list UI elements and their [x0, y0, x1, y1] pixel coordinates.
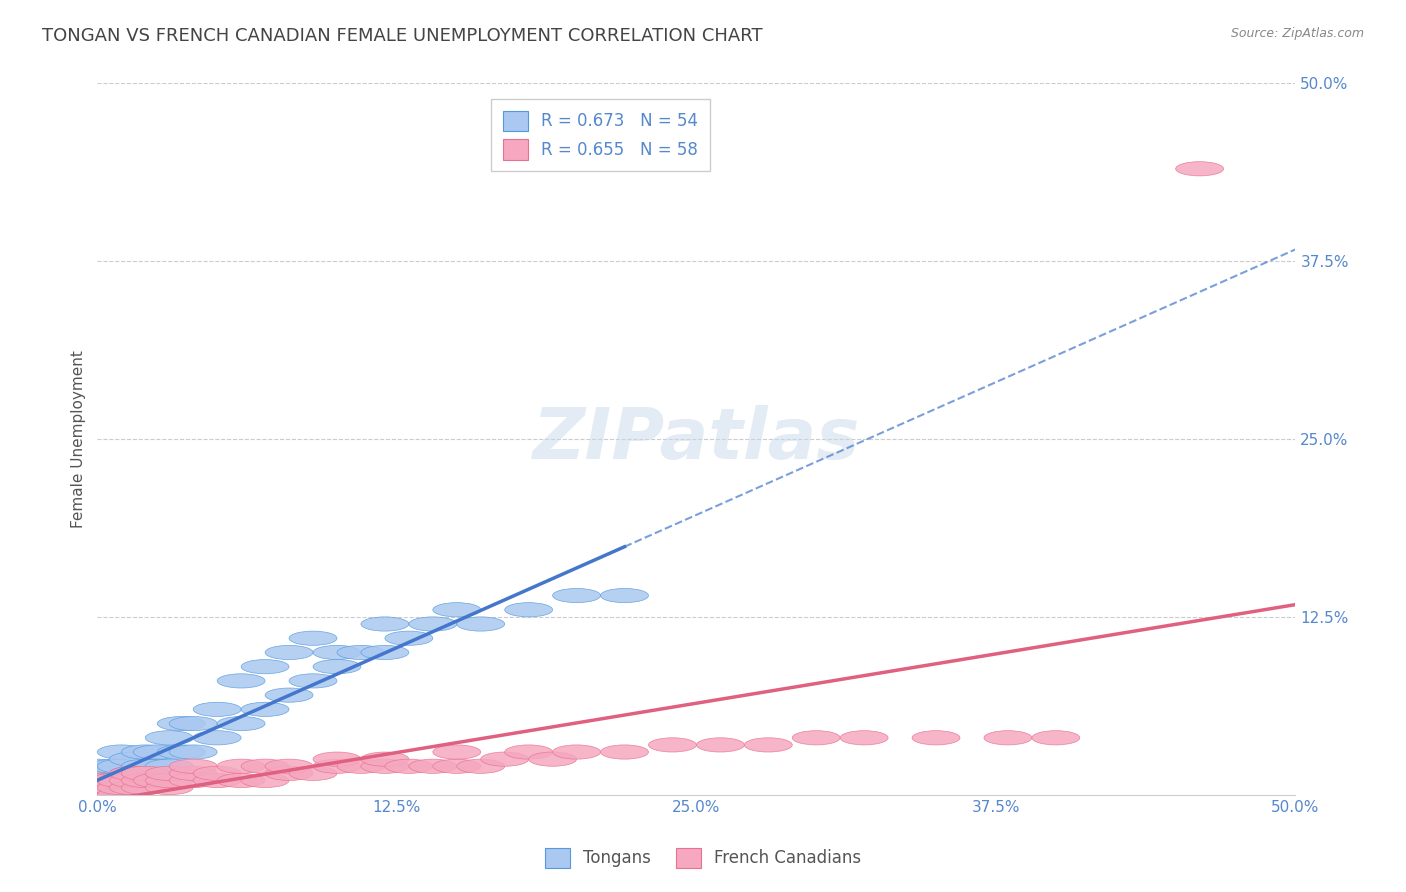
Text: TONGAN VS FRENCH CANADIAN FEMALE UNEMPLOYMENT CORRELATION CHART: TONGAN VS FRENCH CANADIAN FEMALE UNEMPLO…	[42, 27, 763, 45]
Text: Source: ZipAtlas.com: Source: ZipAtlas.com	[1230, 27, 1364, 40]
Text: ZIPatlas: ZIPatlas	[533, 405, 860, 474]
Legend: R = 0.673   N = 54, R = 0.655   N = 58: R = 0.673 N = 54, R = 0.655 N = 58	[491, 99, 710, 171]
Y-axis label: Female Unemployment: Female Unemployment	[72, 351, 86, 528]
Legend: Tongans, French Canadians: Tongans, French Canadians	[538, 841, 868, 875]
